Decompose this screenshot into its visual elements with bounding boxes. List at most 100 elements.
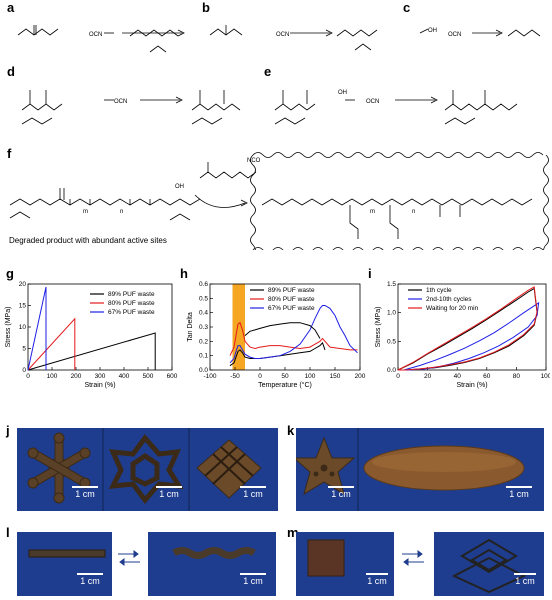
photo-m1: 1 cm (296, 532, 394, 596)
photo-j: 1 cm 1 cm 1 cm (17, 428, 278, 511)
x-tick-label: 20 (424, 373, 432, 380)
scale-bar-j2: 1 cm (156, 486, 182, 499)
scale-bar-j1: 1 cm (72, 486, 98, 499)
legend-label-3: 67% PUF waste (108, 309, 155, 316)
panel-label-h: h (180, 266, 188, 281)
panel-label-e: e (264, 64, 272, 79)
legend-label-2: 2nd-10th cycles (426, 296, 472, 303)
x-tick-label: 400 (119, 373, 130, 380)
panel-label-m: m (287, 525, 299, 540)
panel-label-j: j (6, 423, 10, 438)
subscript-m-2: m (370, 209, 375, 215)
chart-g-svg: 0 100 200 300 400 500 600 0 5 10 15 20 Strain (%) Str… (5, 281, 178, 389)
legend-label-1: 89% PUF waste (108, 291, 155, 298)
scale-bar-l1: 1 cm (77, 573, 103, 586)
x-tick-label: 100 (541, 373, 550, 380)
oh-label-e: OH (338, 90, 347, 96)
y-axis-label: Stress (MPa) (375, 307, 382, 348)
scale-bar-label: 1 cm (75, 489, 95, 499)
series-line-2 (229, 321, 358, 356)
x-tick-label: 60 (483, 373, 491, 380)
plot-frame (397, 283, 547, 371)
x-tick-label: 0 (26, 373, 30, 380)
scale-bar-label: 1 cm (367, 576, 387, 586)
ocn-label-e: OCN (366, 99, 379, 105)
ocn-label-b: OCN (276, 32, 289, 38)
oh-label-c: OH (428, 28, 437, 34)
legend-label-2: 80% PUF waste (268, 296, 315, 303)
photo-k: 1 cm 1 cm (296, 428, 544, 511)
expanded-lattice-image (451, 538, 527, 594)
series-line-4 (244, 322, 321, 339)
legend-label-1: 89% PUF waste (268, 287, 315, 294)
legend-label-3: 67% PUF waste (268, 305, 315, 312)
x-tick-label: 0 (396, 373, 400, 380)
y-tick-label: 0.5 (387, 338, 396, 345)
x-tick-label: 100 (47, 373, 58, 380)
x-axis-label: Strain (%) (456, 382, 487, 389)
scale-bar-label: 1 cm (243, 489, 263, 499)
x-tick-label: 0 (258, 373, 262, 380)
reversible-arrows-l (118, 550, 140, 566)
panel-label-d: d (7, 64, 15, 79)
degraded-product-caption: Degraded product with abundant active si… (9, 236, 167, 245)
subscript-m-1: m (83, 209, 88, 215)
y-tick-label: 0.2 (199, 338, 208, 345)
scale-bar-label: 1 cm (515, 576, 535, 586)
scale-bar-m1: 1 cm (366, 573, 388, 586)
reversible-arrows-m (402, 550, 424, 566)
legend-label-2: 80% PUF waste (108, 300, 155, 307)
y-tick-label: 20 (19, 281, 27, 288)
scheme-drawings: OCN OCN OH OCN OCN OH OCN m n OH NCO m n… (9, 25, 549, 250)
panel-label-g: g (6, 266, 14, 281)
x-tick-label: 300 (95, 373, 106, 380)
series-line-1 (27, 332, 156, 371)
scale-bar-m2: 1 cm (514, 573, 536, 586)
x-tick-label: 100 (305, 373, 316, 380)
y-tick-label: 1.5 (387, 281, 396, 288)
x-tick-label: 80 (513, 373, 521, 380)
oh-label-f: OH (175, 184, 184, 190)
scale-bar-k2: 1 cm (506, 486, 532, 499)
x-tick-label: -100 (203, 373, 216, 380)
y-tick-label: 0.3 (199, 324, 208, 331)
photo-m2: 1 cm (434, 532, 544, 596)
ocn-label-a: OCN (89, 32, 102, 38)
y-tick-label: 10 (19, 324, 27, 331)
x-axis-label: Strain (%) (84, 382, 115, 389)
photo-l1: 1 cm (17, 532, 112, 596)
x-tick-label: 40 (454, 373, 462, 380)
series-line-3 (229, 305, 358, 364)
y-tick-label: 0.6 (199, 281, 208, 288)
subscript-n-2: n (412, 209, 415, 215)
panel-label-l: l (6, 525, 10, 540)
y-tick-label: 15 (19, 303, 27, 310)
panel-label-k: k (287, 423, 295, 438)
x-axis-label: Temperature (°C) (258, 381, 312, 389)
x-tick-label: 150 (330, 373, 341, 380)
legend-label-3: Waiting for 20 min (426, 305, 479, 312)
scale-bar-label: 1 cm (243, 576, 263, 586)
panel-label-f: f (7, 146, 12, 161)
x-tick-label: 600 (167, 373, 178, 380)
scale-bar-label: 1 cm (80, 576, 100, 586)
legend-label-1: 1th cycle (426, 287, 452, 294)
panel-label-i: i (368, 266, 372, 281)
ocn-label-c: OCN (448, 32, 461, 38)
subscript-n-1: n (120, 209, 123, 215)
ocn-label-d: OCN (114, 99, 127, 105)
y-tick-label: 0 (22, 367, 26, 374)
series-line-2 (27, 317, 76, 371)
scale-bar-l2: 1 cm (240, 573, 266, 586)
x-tick-label: 50 (281, 373, 289, 380)
twisted-strip-image (172, 547, 256, 559)
y-axis-label: Tan Delta (187, 312, 194, 342)
y-tick-label: 0.0 (199, 367, 208, 374)
flat-strip-image (28, 549, 106, 558)
y-tick-label: 0.1 (199, 353, 208, 360)
series-line-3 (397, 286, 538, 371)
photo-l2: 1 cm (148, 532, 276, 596)
y-axis-label: Stress (MPa) (5, 307, 12, 348)
y-tick-label: 0.4 (199, 310, 208, 317)
printed-snowflake-image (27, 428, 262, 511)
